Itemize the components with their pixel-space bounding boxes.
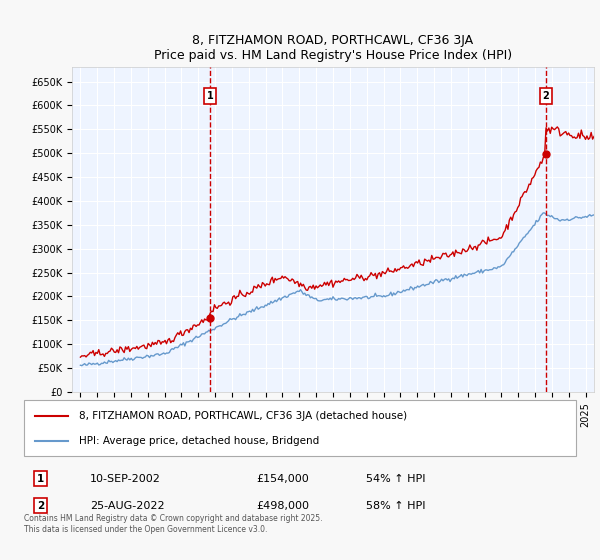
Text: £154,000: £154,000: [256, 474, 308, 484]
Text: HPI: Average price, detached house, Bridgend: HPI: Average price, detached house, Brid…: [79, 436, 319, 446]
Text: 25-AUG-2022: 25-AUG-2022: [90, 501, 165, 511]
Text: 1: 1: [206, 91, 213, 101]
Text: Contains HM Land Registry data © Crown copyright and database right 2025.
This d: Contains HM Land Registry data © Crown c…: [24, 515, 323, 534]
Title: 8, FITZHAMON ROAD, PORTHCAWL, CF36 3JA
Price paid vs. HM Land Registry's House P: 8, FITZHAMON ROAD, PORTHCAWL, CF36 3JA P…: [154, 34, 512, 62]
Text: 8, FITZHAMON ROAD, PORTHCAWL, CF36 3JA (detached house): 8, FITZHAMON ROAD, PORTHCAWL, CF36 3JA (…: [79, 411, 407, 421]
Text: 10-SEP-2002: 10-SEP-2002: [90, 474, 161, 484]
Text: 2: 2: [37, 501, 44, 511]
Text: £498,000: £498,000: [256, 501, 309, 511]
Text: 1: 1: [37, 474, 44, 484]
Text: 58% ↑ HPI: 58% ↑ HPI: [366, 501, 426, 511]
Text: 2: 2: [542, 91, 549, 101]
Text: 54% ↑ HPI: 54% ↑ HPI: [366, 474, 426, 484]
